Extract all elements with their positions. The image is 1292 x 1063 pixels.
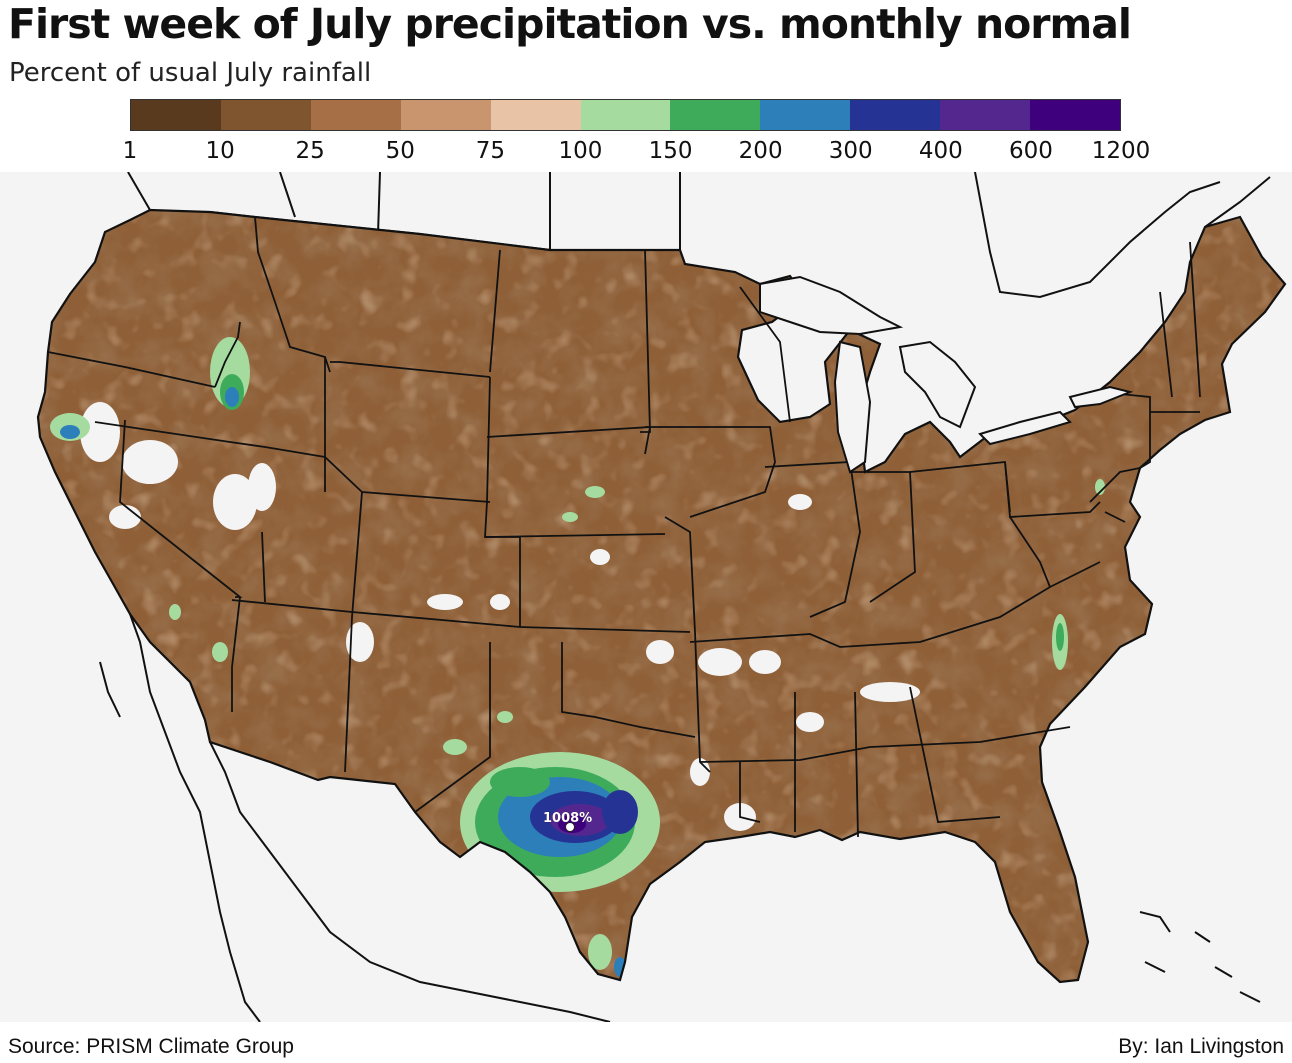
peak-marker: 1008%	[543, 811, 593, 832]
map-title: First week of July precipitation vs. mon…	[8, 0, 1132, 48]
legend-tick-label: 100	[558, 138, 603, 164]
legend-swatch	[220, 100, 311, 130]
legend-tick-label: 150	[648, 138, 693, 164]
legend-tick-label: 1200	[1091, 138, 1151, 164]
legend-tick-label: 75	[475, 138, 505, 164]
legend-tick-label: 25	[295, 138, 325, 164]
map-subtitle: Percent of usual July rainfall	[9, 58, 372, 88]
legend-swatch	[940, 100, 1031, 130]
legend-swatch	[760, 100, 851, 130]
legend-swatch	[1030, 100, 1120, 130]
legend-swatch	[580, 100, 671, 130]
legend-swatch	[310, 100, 401, 130]
peak-value-label: 1008%	[543, 811, 592, 826]
peak-dot	[565, 822, 575, 832]
great-lakes	[759, 275, 1134, 474]
byline: By: Ian Livingston	[1118, 1035, 1284, 1058]
legend-tick-label: 50	[385, 138, 415, 164]
source-credit: Source: PRISM Climate Group	[8, 1035, 294, 1058]
legend-tick-label: 10	[205, 138, 235, 164]
color-legend-bar	[130, 99, 1121, 131]
us-map-svg: 1008%	[0, 171, 1292, 1023]
legend-swatch	[400, 100, 491, 130]
legend-tick-label: 300	[828, 138, 873, 164]
legend-swatch	[131, 100, 221, 130]
precipitation-map: 1008%	[0, 171, 1292, 1023]
legend-tick-label: 600	[1008, 138, 1053, 164]
legend-tick-label: 1	[122, 138, 138, 164]
legend-tick-label: 200	[738, 138, 783, 164]
legend-swatch	[850, 100, 941, 130]
legend-swatch	[490, 100, 581, 130]
state-borders	[36, 208, 1287, 984]
legend-swatch	[670, 100, 761, 130]
legend-tick-label: 400	[918, 138, 963, 164]
